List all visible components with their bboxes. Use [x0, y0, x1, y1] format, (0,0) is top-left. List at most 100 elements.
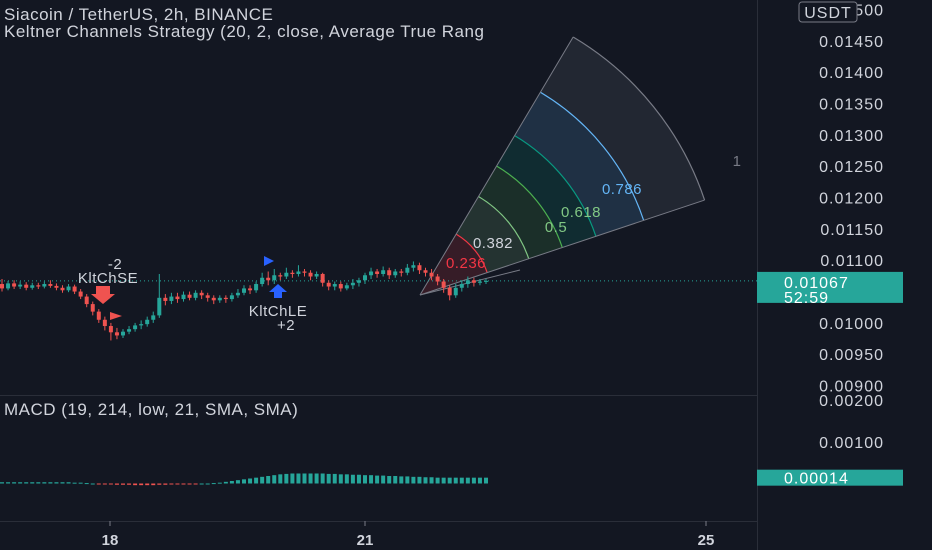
candle-body — [350, 282, 355, 286]
macd-bar — [90, 483, 95, 485]
candle — [30, 282, 35, 290]
candle — [18, 281, 23, 290]
macd-bar — [405, 476, 410, 484]
macd-bar — [84, 483, 89, 485]
candle — [290, 270, 295, 278]
candle — [217, 295, 222, 303]
candle-body — [441, 281, 446, 288]
macd-bar — [314, 473, 319, 484]
fib-band — [540, 37, 705, 221]
candle — [12, 280, 17, 290]
macd-bar — [399, 476, 404, 484]
candle-body — [223, 297, 228, 300]
candle — [435, 273, 440, 286]
macd-bar — [284, 473, 289, 484]
candle-body — [356, 280, 361, 283]
candle-body — [338, 284, 343, 289]
candle-body — [242, 288, 246, 293]
candle-body — [435, 276, 440, 282]
candle-body — [181, 294, 186, 300]
candle-body — [290, 272, 295, 274]
candle — [193, 290, 198, 301]
candle-body — [453, 287, 458, 296]
candle — [114, 327, 119, 340]
candle — [0, 279, 4, 292]
candle — [90, 301, 95, 316]
price-tick-label: 0.01350 — [819, 96, 884, 113]
candle-body — [205, 295, 210, 298]
currency-badge[interactable]: USDT — [798, 1, 858, 23]
candle — [471, 277, 476, 287]
candle-body — [423, 270, 428, 273]
candle — [78, 289, 83, 300]
candle-body — [248, 288, 253, 291]
price-axis[interactable]: 0.015000.014500.014000.013500.013000.012… — [819, 2, 884, 395]
candle-body — [369, 271, 374, 276]
candle — [145, 316, 150, 327]
strategy-legend[interactable]: Keltner Channels Strategy (20, 2, close,… — [4, 22, 485, 41]
candle-body — [405, 267, 410, 273]
macd-bar — [393, 476, 398, 484]
macd-bar — [133, 483, 138, 486]
candle-body — [78, 291, 83, 297]
candle — [350, 279, 355, 290]
macd-bar — [417, 476, 422, 484]
time-axis[interactable]: 18 21 25 — [102, 532, 715, 549]
price-tick-label: 0.01100 — [820, 253, 884, 270]
short-entry-signal[interactable]: -2 KltChSE — [78, 256, 138, 320]
macd-bar — [423, 477, 428, 484]
candle — [399, 268, 404, 277]
candle-body — [399, 271, 404, 273]
candle-body — [375, 271, 380, 274]
macd-bar — [272, 475, 277, 484]
candle — [48, 280, 53, 288]
candle-body — [54, 285, 59, 288]
candle — [169, 292, 174, 305]
fib-arc — [496, 165, 563, 248]
candle-body — [266, 277, 271, 281]
candle-body — [108, 326, 113, 333]
candle — [96, 309, 101, 323]
candle-body — [477, 281, 482, 283]
fib-arc — [540, 91, 645, 221]
last-price-badge: 0.01067 52:59 — [757, 271, 903, 307]
candle — [72, 284, 77, 295]
candle-body — [199, 292, 204, 296]
candle-body — [193, 292, 198, 298]
long-entry-signal[interactable]: KltChLE +2 — [249, 256, 308, 334]
macd-bar — [139, 483, 144, 486]
macd-bar — [411, 476, 416, 484]
macd-bar — [12, 482, 17, 484]
macd-bar — [260, 476, 265, 484]
macd-bar — [24, 482, 29, 484]
candle-body — [90, 304, 95, 312]
macd-bar — [102, 483, 107, 485]
candle — [248, 285, 253, 295]
candle — [369, 267, 374, 280]
candle — [66, 284, 71, 293]
symbol-title[interactable]: Siacoin / TetherUS, 2h, BINANCE — [4, 5, 274, 24]
candle-body — [139, 324, 144, 326]
price-tick-label: 0.01150 — [820, 222, 884, 239]
macd-bar — [72, 482, 77, 484]
candle — [235, 289, 240, 298]
macd-axis[interactable]: 0.00200 0.00100 — [819, 393, 884, 452]
candle-body — [133, 325, 138, 330]
candle-body — [308, 272, 313, 277]
macd-legend[interactable]: MACD (19, 214, low, 21, SMA, SMA) — [4, 400, 299, 419]
macd-tick-label: 0.00100 — [819, 435, 884, 452]
candle-body — [12, 283, 17, 287]
candle — [411, 261, 416, 272]
candle — [326, 280, 331, 291]
fib-level-label: 1 — [733, 153, 742, 170]
candle-body — [229, 295, 234, 300]
candle-body — [447, 287, 452, 296]
candle — [381, 266, 386, 277]
macd-bar — [369, 475, 374, 484]
candle — [423, 267, 428, 277]
candle — [36, 282, 41, 290]
candle — [272, 268, 277, 285]
candle — [266, 271, 271, 286]
